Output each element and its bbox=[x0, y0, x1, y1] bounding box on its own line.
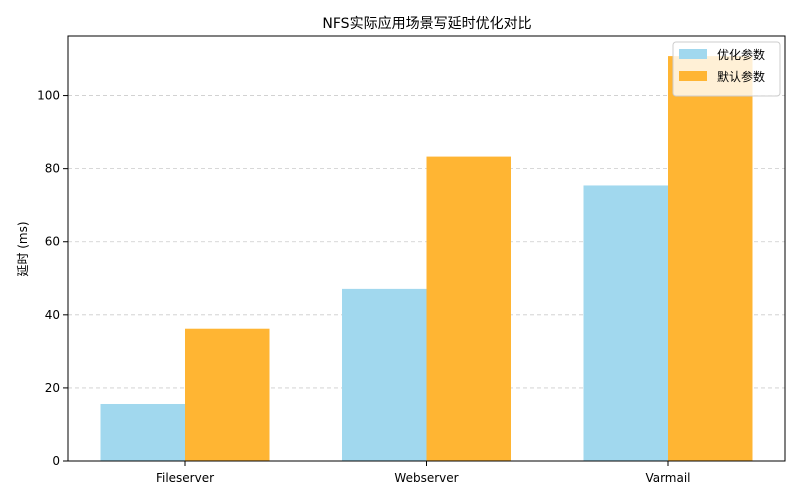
y-tick-label: 0 bbox=[52, 454, 60, 468]
y-tick-label: 80 bbox=[45, 162, 60, 176]
bar-optimized-webserver bbox=[342, 288, 427, 461]
legend-label: 默认参数 bbox=[717, 69, 765, 84]
chart-title: NFS实际应用场景写延时优化对比 bbox=[322, 15, 531, 32]
y-tick-label: 20 bbox=[45, 381, 60, 395]
x-tick-label: Fileserver bbox=[156, 471, 214, 485]
y-axis-label: 延时 (ms) bbox=[16, 221, 30, 276]
legend-swatch bbox=[679, 71, 707, 81]
bars bbox=[100, 56, 753, 462]
y-tick-label: 100 bbox=[37, 89, 60, 103]
x-axis: Fileserver Webserver Varmail bbox=[156, 461, 691, 485]
bar-default-webserver bbox=[426, 156, 511, 461]
bar-default-fileserver bbox=[185, 328, 270, 461]
y-tick-label: 40 bbox=[45, 308, 60, 322]
legend-label: 优化参数 bbox=[717, 47, 765, 62]
x-tick-label: Varmail bbox=[645, 471, 690, 485]
bar-optimized-varmail bbox=[583, 185, 668, 462]
y-tick-label: 60 bbox=[45, 235, 60, 249]
y-axis: 0 20 40 60 80 100 bbox=[37, 89, 68, 468]
bar-optimized-fileserver bbox=[100, 403, 185, 461]
bar-default-varmail bbox=[668, 56, 753, 462]
legend-swatch bbox=[679, 49, 707, 59]
x-tick-label: Webserver bbox=[394, 471, 458, 485]
